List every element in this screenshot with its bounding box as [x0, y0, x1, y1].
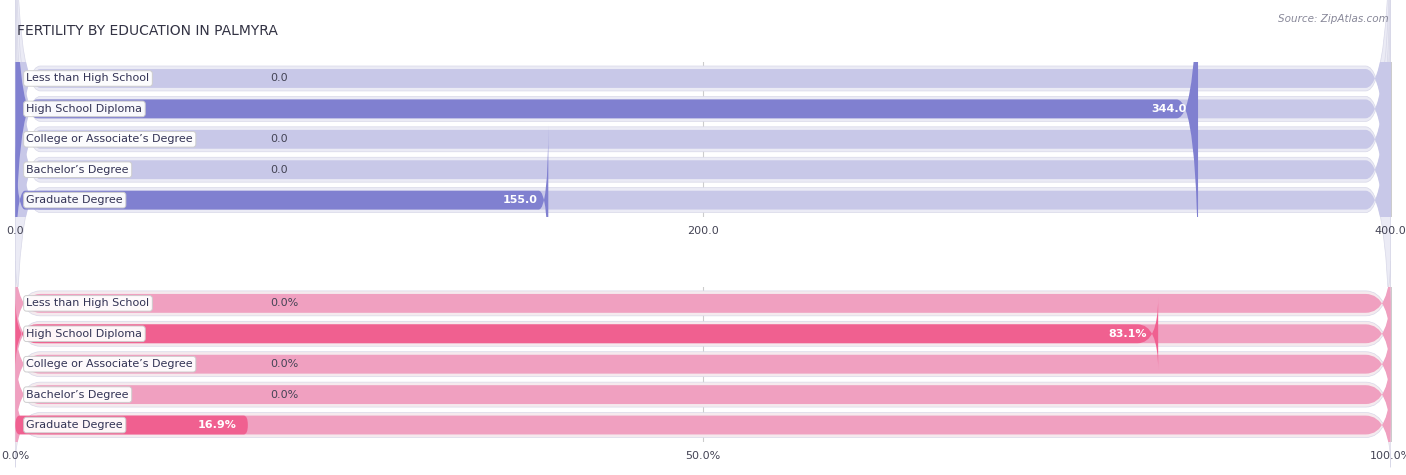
FancyBboxPatch shape — [15, 352, 1391, 437]
FancyBboxPatch shape — [15, 0, 1391, 376]
FancyBboxPatch shape — [15, 322, 1391, 407]
FancyBboxPatch shape — [15, 125, 548, 276]
FancyBboxPatch shape — [15, 0, 1391, 318]
FancyBboxPatch shape — [15, 319, 1391, 409]
Text: 0.0%: 0.0% — [270, 298, 298, 308]
FancyBboxPatch shape — [15, 416, 247, 435]
FancyBboxPatch shape — [15, 380, 1391, 470]
Text: College or Associate’s Degree: College or Associate’s Degree — [27, 134, 193, 144]
Text: Bachelor’s Degree: Bachelor’s Degree — [27, 390, 129, 399]
FancyBboxPatch shape — [15, 0, 1391, 315]
FancyBboxPatch shape — [15, 0, 1391, 346]
Text: College or Associate’s Degree: College or Associate’s Degree — [27, 359, 193, 369]
Text: High School Diploma: High School Diploma — [27, 329, 142, 339]
FancyBboxPatch shape — [15, 349, 1391, 440]
FancyBboxPatch shape — [15, 0, 1391, 409]
FancyBboxPatch shape — [15, 0, 1391, 379]
FancyBboxPatch shape — [15, 0, 1391, 407]
Text: 0.0%: 0.0% — [270, 390, 298, 399]
Text: 16.9%: 16.9% — [198, 420, 236, 430]
Text: Less than High School: Less than High School — [27, 74, 149, 84]
Text: Source: ZipAtlas.com: Source: ZipAtlas.com — [1278, 14, 1389, 24]
Text: High School Diploma: High School Diploma — [27, 104, 142, 114]
Text: Graduate Degree: Graduate Degree — [27, 420, 124, 430]
Text: 0.0: 0.0 — [270, 134, 287, 144]
FancyBboxPatch shape — [15, 288, 1391, 379]
Text: 0.0: 0.0 — [270, 165, 287, 175]
Text: Graduate Degree: Graduate Degree — [27, 195, 124, 205]
FancyBboxPatch shape — [15, 258, 1391, 349]
FancyBboxPatch shape — [15, 261, 1391, 346]
FancyBboxPatch shape — [15, 383, 1391, 467]
Text: Bachelor’s Degree: Bachelor’s Degree — [27, 165, 129, 175]
Text: Less than High School: Less than High School — [27, 298, 149, 308]
Text: 83.1%: 83.1% — [1109, 329, 1147, 339]
FancyBboxPatch shape — [15, 0, 1198, 288]
Text: 155.0: 155.0 — [502, 195, 537, 205]
FancyBboxPatch shape — [15, 0, 1391, 349]
FancyBboxPatch shape — [15, 0, 1391, 285]
Text: FERTILITY BY EDUCATION IN PALMYRA: FERTILITY BY EDUCATION IN PALMYRA — [17, 24, 278, 38]
Text: 344.0: 344.0 — [1152, 104, 1187, 114]
FancyBboxPatch shape — [15, 292, 1391, 376]
FancyBboxPatch shape — [15, 298, 1159, 370]
FancyBboxPatch shape — [15, 0, 1391, 288]
Text: 0.0%: 0.0% — [270, 359, 298, 369]
Text: 0.0: 0.0 — [270, 74, 287, 84]
